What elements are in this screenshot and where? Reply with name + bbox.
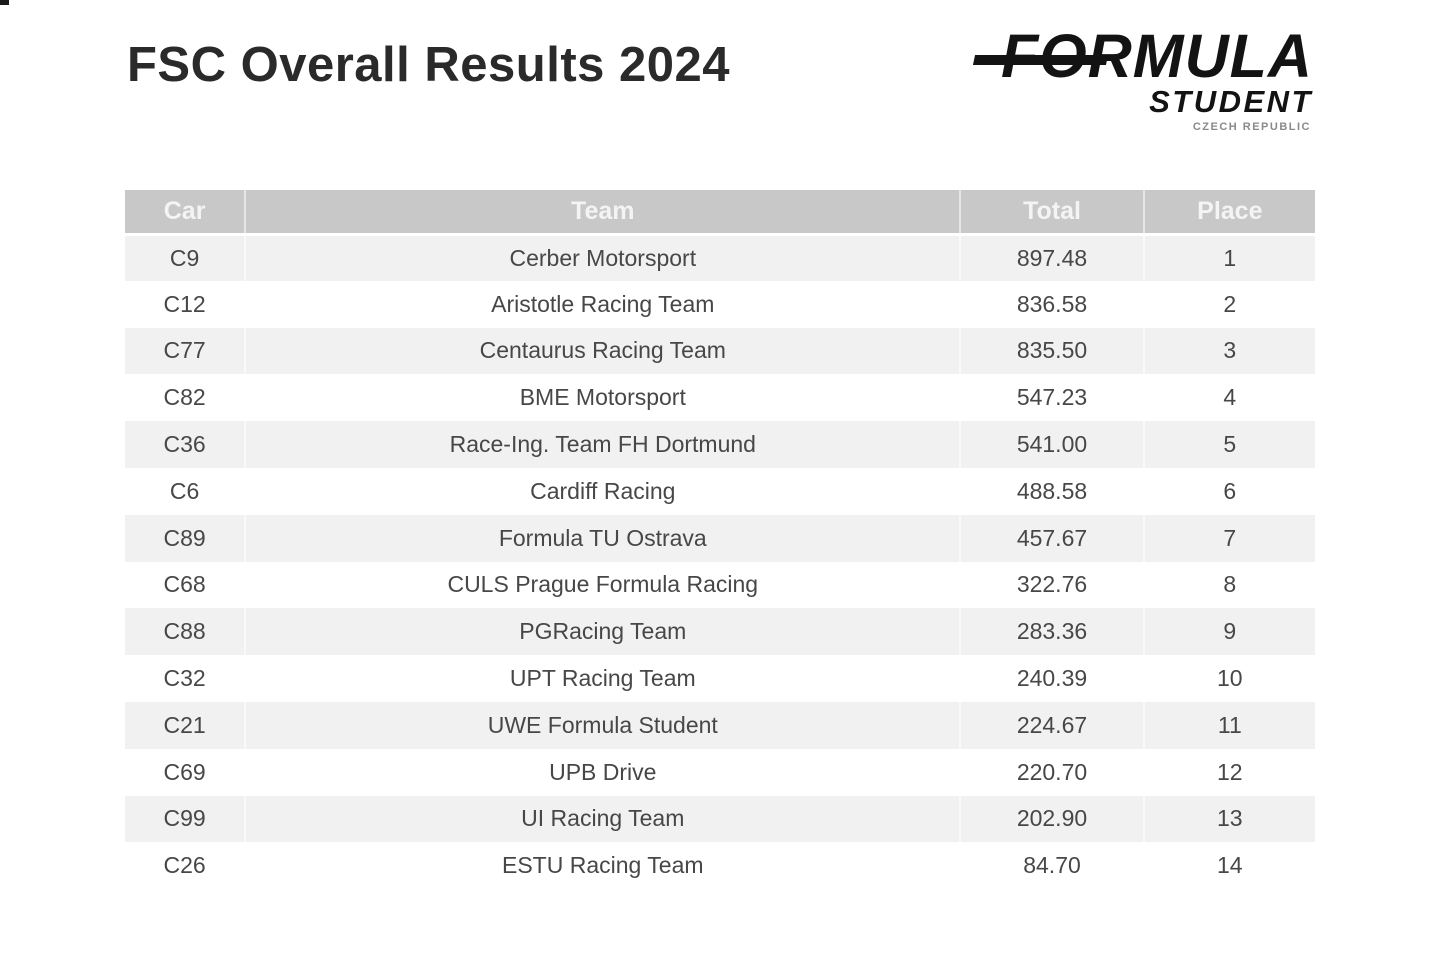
table-row: C89 Formula TU Ostrava 457.67 7 [125, 514, 1315, 562]
car-cell: C82 [125, 374, 247, 422]
table-row: C77 Centaurus Racing Team 835.50 3 [125, 327, 1315, 375]
team-cell: CULS Prague Formula Racing [245, 561, 962, 609]
team-cell: Aristotle Racing Team [245, 280, 962, 328]
car-cell: C99 [125, 795, 247, 843]
team-cell: Centaurus Racing Team [245, 327, 962, 375]
total-cell: 84.70 [960, 842, 1145, 890]
team-cell: UWE Formula Student [245, 701, 962, 749]
car-cell: C77 [125, 327, 247, 375]
place-cell: 8 [1223, 571, 1237, 598]
table-row: C99 UI Racing Team 202.90 13 [125, 795, 1315, 843]
table-row: C88 PGRacing Team 283.36 9 [125, 608, 1315, 656]
total-cell: 322.76 [960, 561, 1145, 609]
table-row: C32 UPT Racing Team 240.39 10 [125, 655, 1315, 702]
corner-artifact [0, 0, 9, 5]
column-header-car: Car [125, 190, 247, 236]
total-cell: 897.48 [960, 234, 1145, 281]
car-cell: C26 [125, 842, 247, 890]
place-cell: 4 [1223, 384, 1237, 411]
place-cell: 9 [1223, 618, 1237, 645]
car-cell: C68 [125, 561, 247, 609]
table-row: C69 UPB Drive 220.70 12 [125, 748, 1315, 796]
place-cell: 3 [1223, 337, 1237, 364]
results-table-header: Car Team Total Place [125, 190, 1315, 236]
car-cell: C88 [125, 608, 247, 656]
team-cell: UPT Racing Team [245, 655, 962, 702]
results-table: Car Team Total Place C9 Cerber Motorsport… [125, 190, 1315, 890]
car-cell: C21 [125, 701, 247, 749]
team-cell: PGRacing Team [245, 608, 962, 656]
team-cell: UI Racing Team [245, 795, 962, 843]
place-cell: 13 [1217, 805, 1243, 832]
total-cell: 541.00 [960, 421, 1145, 468]
car-cell: C36 [125, 421, 247, 468]
car-cell: C32 [125, 655, 247, 702]
column-header-total: Total [960, 190, 1145, 236]
team-cell: Formula TU Ostrava [245, 514, 962, 562]
logo-student-wordmark: STUDENT [1149, 84, 1313, 119]
car-cell: C89 [125, 514, 247, 562]
results-table-body: C9 Cerber Motorsport 897.48 1 C12 Aristotle R… [125, 234, 1315, 890]
column-header-team: Team [245, 190, 962, 236]
total-cell: 547.23 [960, 374, 1145, 422]
column-header-place: Place [1143, 190, 1315, 236]
place-cell: 6 [1223, 477, 1237, 504]
total-cell: 224.67 [960, 701, 1145, 749]
car-cell: C69 [125, 748, 247, 796]
formula-student-logo: FORMULA STUDENT CZECH REPUBLIC [953, 22, 1313, 134]
place-cell: 10 [1217, 665, 1243, 692]
logo-country-label: CZECH REPUBLIC [1192, 121, 1311, 133]
header-row: Car Team Total Place [125, 190, 1315, 236]
page-title: FSC Overall Results 2024 [127, 38, 731, 92]
logo-formula-wordmark: FORMULA [1001, 22, 1313, 90]
team-cell: Cerber Motorsport [245, 234, 962, 281]
place-cell: 11 [1217, 711, 1242, 738]
place-cell: 2 [1223, 290, 1237, 317]
table-row: C21 UWE Formula Student 224.67 11 [125, 701, 1315, 749]
total-cell: 835.50 [960, 327, 1145, 375]
place-cell: 7 [1223, 524, 1237, 551]
place-cell: 12 [1217, 758, 1243, 785]
team-cell: ESTU Racing Team [245, 842, 962, 890]
team-cell: Cardiff Racing [245, 467, 962, 515]
place-cell: 1 [1223, 244, 1237, 271]
car-cell: C12 [125, 280, 247, 328]
table-row: C9 Cerber Motorsport 897.48 1 [125, 234, 1315, 281]
car-cell: C6 [125, 467, 247, 515]
team-cell: UPB Drive [245, 748, 962, 796]
team-cell: Race-Ing. Team FH Dortmund [245, 421, 962, 468]
total-cell: 488.58 [960, 467, 1145, 515]
total-cell: 202.90 [960, 795, 1145, 843]
total-cell: 240.39 [960, 655, 1145, 702]
place-cell: 14 [1217, 852, 1243, 879]
total-cell: 836.58 [960, 280, 1145, 328]
car-cell: C9 [125, 234, 247, 281]
total-cell: 220.70 [960, 748, 1145, 796]
table-row: C6 Cardiff Racing 488.58 6 [125, 467, 1315, 515]
table-row: C36 Race-Ing. Team FH Dortmund 541.00 5 [125, 421, 1315, 468]
total-cell: 283.36 [960, 608, 1145, 656]
place-cell: 5 [1223, 431, 1237, 458]
table-row: C68 CULS Prague Formula Racing 322.76 8 [125, 561, 1315, 609]
table-row: C26 ESTU Racing Team 84.70 14 [125, 842, 1315, 890]
total-cell: 457.67 [960, 514, 1145, 562]
table-row: C12 Aristotle Racing Team 836.58 2 [125, 280, 1315, 328]
team-cell: BME Motorsport [245, 374, 962, 422]
table-row: C82 BME Motorsport 547.23 4 [125, 374, 1315, 422]
